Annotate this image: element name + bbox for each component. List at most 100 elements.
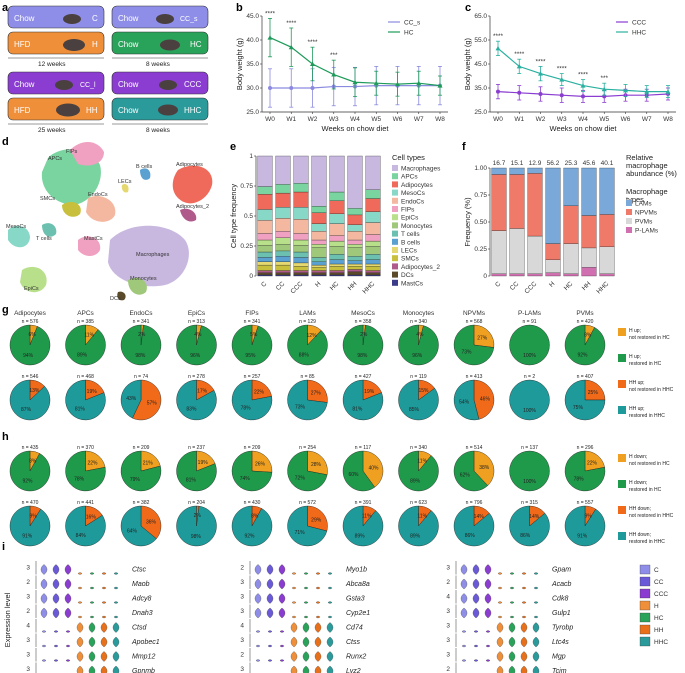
panel-letter-d: d [2,136,9,148]
bar-segment-SMCs [275,264,291,271]
row-tick-label: 3 [446,565,450,572]
pie-n-label: n = 129 [299,319,316,325]
mouse-icon [159,80,177,90]
cluster-fips-blob [70,141,104,166]
bar-segment-EndoCs [293,219,309,234]
legend-label-CC: CC [654,579,664,586]
y-tick-label: 0.25 [474,246,487,253]
violin-HC [302,636,310,648]
pie-n-label: n = 623 [410,500,427,506]
bar-segment-T cells [365,254,381,260]
mouse-icon [56,103,80,117]
pie-slice-second [9,379,51,421]
violin-CC [266,607,274,619]
violin-HC [303,601,309,604]
pie-n-label: n = 568 [466,319,483,325]
box-chow-ccs-code: CC_s [180,16,198,23]
x-tick-label: CCC [289,280,304,295]
pie-label-second: 100% [523,353,536,359]
panel-letter-i: i [2,541,5,553]
pie-slice-second [9,505,51,547]
pie-slice-first [307,379,328,403]
gene-label: Maob [132,581,150,588]
legend-swatch-H [639,600,651,611]
violin-H [497,615,503,619]
bar-segment-NPVMs [545,243,561,260]
pie-n-label: n = 430 [244,500,261,506]
gene-label: Ctsc [132,567,147,574]
box-hfd-hh [7,97,105,121]
bar-segment-EndoCs [275,218,291,232]
pie-label-second: 87% [21,407,32,413]
data-point [644,89,650,94]
violin-CC [52,578,60,590]
pie-slice-second [231,450,273,492]
violin-CC [473,659,479,662]
bar-segment-Adipocytes_2 [329,270,345,273]
violin-HC [303,586,309,590]
box-chow-hc-diet: Chow [118,40,139,49]
box-chow-c-code: C [92,14,98,23]
pie-n-label: n = 572 [299,500,316,506]
legend-swatch [618,506,626,514]
umap-label-epics: EpiCs [24,286,39,292]
bar-segment-Macrophages [311,155,327,207]
violin-C [41,644,47,648]
violin-CCC [64,578,72,590]
bar-segment-MastCs [347,274,363,277]
significance-mark: *** [600,75,608,82]
y-tick-label: 0 [483,273,487,280]
violin-HHC [112,665,120,673]
bar-segment-Macrophages [347,155,363,209]
x-tick-label: W1 [286,116,296,123]
legend-label-line: H down; [629,480,647,486]
pie-n-label: n = 119 [410,374,427,380]
violin-CCC [484,607,492,619]
legend-label-SMCs: SMCs [401,256,419,263]
violin-HH [315,572,321,575]
legend-swatch [618,328,626,336]
pie-label-second: 79% [130,477,141,483]
y-axis-label: Cell type frequency [229,184,238,248]
y-tick-label: 0.50 [474,219,487,226]
pie-label-first: 57% [147,400,158,406]
row-tick-label: 2 [240,652,244,659]
violin-C [255,644,261,648]
violin-HHC [533,601,539,604]
bar-segment-B cells [275,256,291,262]
cluster-tcells-blob [42,223,57,237]
gene-label: Cyp2e1 [346,610,370,617]
bar-segment-DCs [257,272,273,276]
bar-segment-FIPs [311,239,327,245]
pie-label-first: 11% [417,459,427,465]
x-tick-label: W6 [393,116,403,123]
bar-segment-P-LAMs [599,273,615,277]
y-tick-label: 55.0 [474,37,487,44]
violin-H [497,601,503,604]
pies-g: Adipocytes APCs EndoCs EpiCs FIPs LAMs MesoCs M… [9,310,674,421]
pie-label-second: 89% [410,478,421,484]
bar-segment-PVMs [581,247,597,268]
pie-label-second: 94% [23,353,34,359]
pie-slice-first [473,450,495,486]
violin-CCC [65,644,71,648]
x-tick-label: HC [563,280,575,292]
pie-slice-second [398,379,439,421]
pie-n-label: n = 296 [577,445,594,451]
pie-slice-second [342,450,376,492]
bar-segment-B cells [347,260,363,265]
legend-title-abundance: Relative macrophage abundance (%) [626,153,677,178]
legend-label-line: not restored in HHC [629,513,674,519]
pie-label-second: 81% [186,477,197,483]
pie-slice-second [453,450,488,492]
legend-label-HHC: HHC [632,30,646,37]
legend-label-HC: HC [654,615,664,622]
bar-segment-PVMs [491,230,507,274]
bar-segment-EndoCs [347,231,363,241]
row-tick-label: 3 [446,623,450,630]
gene-label: Abca8a [345,581,370,588]
violin-H [497,586,503,590]
legend-label-H: H [654,603,659,610]
violin-HH [521,586,527,590]
data-point [538,71,543,76]
